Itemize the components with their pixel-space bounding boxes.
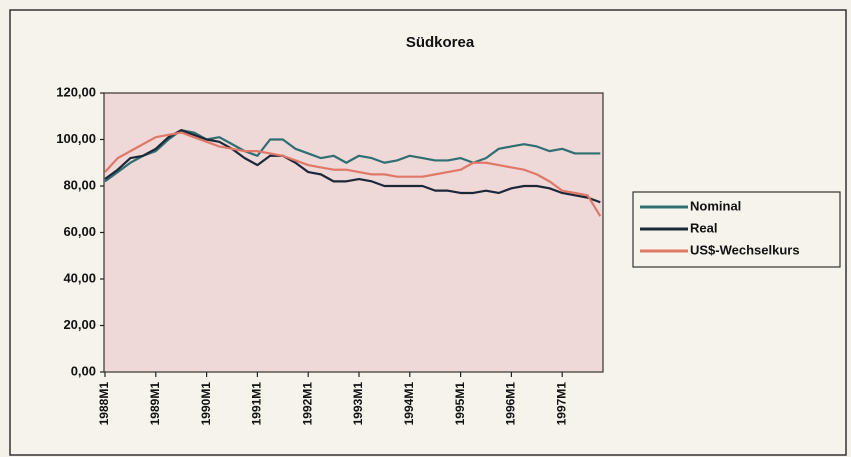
x-tick-label: 1988M1 <box>97 382 111 426</box>
x-tick-label: 1993M1 <box>351 382 365 426</box>
x-tick-label: 1990M1 <box>199 382 213 426</box>
series-line <box>104 131 602 217</box>
legend-label: Real <box>690 220 717 235</box>
x-tick-label: 1989M1 <box>148 382 162 426</box>
plot-area <box>103 92 604 373</box>
legend-label: Nominal <box>690 198 741 213</box>
y-tick-label: 20,00 <box>63 317 96 332</box>
y-tick-label: 120,00 <box>56 84 96 99</box>
chart-title: Südkorea <box>406 34 475 51</box>
x-tick-label: 1994M1 <box>402 382 416 426</box>
x-tick-label: 1995M1 <box>453 382 467 426</box>
series-line <box>104 129 601 204</box>
x-tick-label: 1997M1 <box>554 382 568 426</box>
legend-label: US$-Wechselkurs <box>690 242 800 257</box>
x-tick-label: 1991M1 <box>250 382 264 426</box>
x-tick-label: 1992M1 <box>300 382 314 426</box>
x-tick-label: 1996M1 <box>504 382 518 426</box>
y-tick-label: 0,00 <box>71 363 96 378</box>
y-tick-label: 100,00 <box>56 131 96 146</box>
y-tick-label: 60,00 <box>63 224 96 239</box>
y-tick-label: 80,00 <box>63 177 96 192</box>
y-tick-label: 40,00 <box>63 270 96 285</box>
